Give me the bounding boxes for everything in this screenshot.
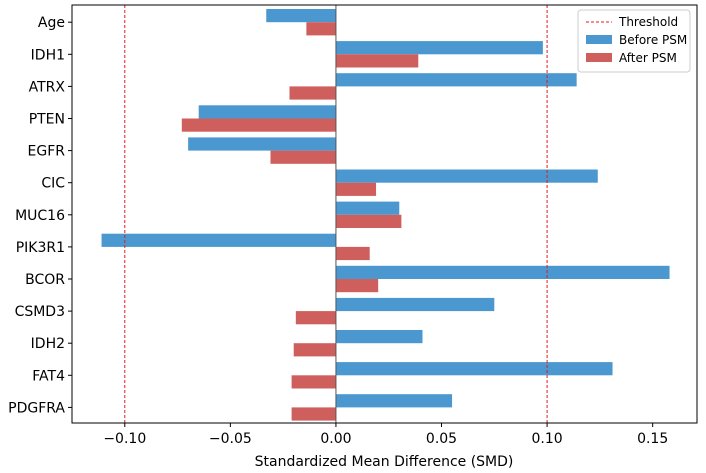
bars-layer bbox=[101, 9, 670, 421]
legend-before-psm-label: Before PSM bbox=[619, 33, 687, 47]
x-tick-label: −0.10 bbox=[103, 431, 146, 447]
bar-cic-before-psm bbox=[335, 169, 598, 183]
bar-pik3r1-before-psm bbox=[101, 233, 336, 247]
y-tick-label-atrx: ATRX bbox=[29, 79, 66, 95]
x-tick-label: 0.00 bbox=[320, 431, 351, 447]
bar-idh1-before-psm bbox=[335, 41, 543, 55]
y-tick-label-age: Age bbox=[38, 15, 65, 31]
y-tick-label-pten: PTEN bbox=[29, 112, 65, 128]
bar-fat4-after-psm bbox=[291, 375, 336, 389]
bar-bcor-after-psm bbox=[335, 279, 379, 293]
y-tick-label-pdgfra: PDGFRA bbox=[8, 400, 65, 416]
bar-idh2-before-psm bbox=[335, 330, 423, 344]
x-tick-label: −0.05 bbox=[209, 431, 252, 447]
bar-age-after-psm bbox=[306, 22, 336, 36]
bar-pik3r1-after-psm bbox=[335, 246, 370, 261]
y-tick-label-csmd3: CSMD3 bbox=[15, 304, 65, 320]
y-tick-label-cic: CIC bbox=[41, 176, 65, 192]
x-tick-label: 0.05 bbox=[426, 431, 457, 447]
y-tick-label-fat4: FAT4 bbox=[32, 368, 65, 384]
y-tick-label-pik3r1: PIK3R1 bbox=[16, 240, 65, 256]
x-tick-label: 0.15 bbox=[637, 431, 668, 447]
bar-pten-after-psm bbox=[181, 118, 336, 132]
bar-cic-after-psm bbox=[335, 182, 377, 196]
legend-before-psm-swatch bbox=[586, 35, 612, 44]
bar-idh1-after-psm bbox=[335, 54, 419, 68]
bar-atrx-before-psm bbox=[335, 73, 577, 87]
x-tick-label: 0.10 bbox=[531, 431, 562, 447]
bar-muc16-after-psm bbox=[335, 214, 402, 228]
legend-after-psm-label: After PSM bbox=[619, 51, 677, 65]
bar-bcor-before-psm bbox=[335, 265, 670, 279]
bar-fat4-before-psm bbox=[335, 362, 613, 376]
y-axis-ticks: Age IDH1 ATRX PTEN EGFR CIC MUC16 PIK3R1 BCOR CSM… bbox=[8, 15, 72, 416]
x-axis-ticks: −0.10 −0.05 0.00 0.05 0.10 0.15 bbox=[103, 423, 668, 447]
bar-muc16-before-psm bbox=[335, 201, 400, 215]
y-tick-label-egfr: EGFR bbox=[28, 144, 66, 160]
plot-frame bbox=[71, 4, 698, 424]
y-tick-label-muc16: MUC16 bbox=[15, 208, 65, 224]
bar-pdgfra-after-psm bbox=[291, 407, 336, 421]
bar-atrx-after-psm bbox=[289, 86, 336, 100]
legend-after-psm-swatch bbox=[586, 53, 612, 62]
y-tick-label-idh1: IDH1 bbox=[31, 47, 65, 63]
bar-pdgfra-before-psm bbox=[335, 394, 453, 408]
bar-age-before-psm bbox=[266, 9, 336, 23]
y-tick-label-bcor: BCOR bbox=[25, 272, 65, 288]
bar-csmd3-after-psm bbox=[295, 311, 336, 325]
bar-pten-before-psm bbox=[198, 105, 336, 119]
x-axis-title: Standardized Mean Difference (SMD) bbox=[255, 454, 514, 470]
bar-idh2-after-psm bbox=[293, 343, 336, 357]
bar-csmd3-before-psm bbox=[335, 297, 495, 312]
bar-egfr-after-psm bbox=[270, 150, 336, 164]
bar-egfr-before-psm bbox=[188, 137, 336, 151]
legend: Threshold Before PSM After PSM bbox=[577, 9, 691, 73]
legend-threshold-label: Threshold bbox=[618, 15, 678, 29]
y-tick-label-idh2: IDH2 bbox=[31, 336, 65, 352]
